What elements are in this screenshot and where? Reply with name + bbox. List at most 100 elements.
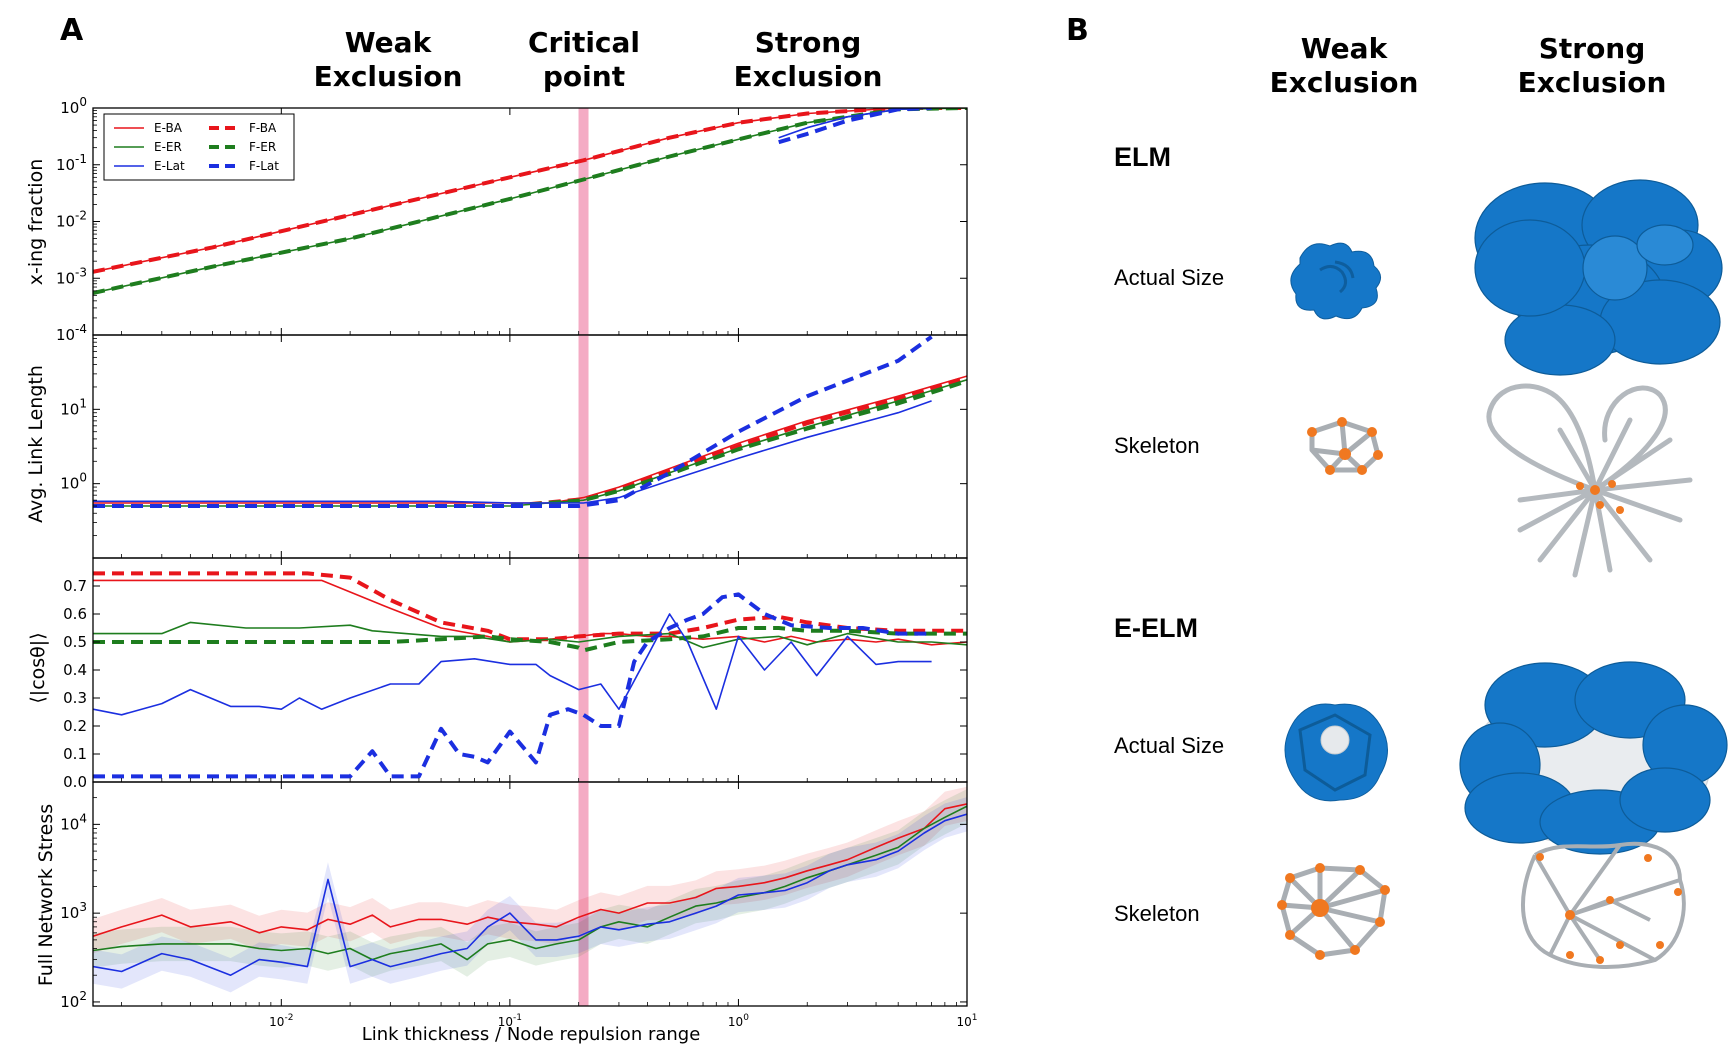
row-label-elm-actual: Actual Size: [1114, 265, 1224, 290]
band-E-Lat: [93, 797, 967, 993]
plot-frame: [92, 781, 968, 1007]
ytick-exp: 4: [79, 811, 87, 825]
regime-weak-line2: Exclusion: [314, 60, 463, 93]
elm-weak-actual-render: [1290, 242, 1381, 320]
ylabel-cos-theta: ⟨|cosθ|⟩: [27, 632, 49, 703]
row-label-elm-skeleton: Skeleton: [1114, 433, 1200, 458]
eelm-strong-skeleton-render: [1521, 841, 1686, 969]
xtick-exp: -2: [284, 1013, 293, 1023]
group-title-elm: ELM: [1114, 142, 1171, 172]
series-E-Lat: [93, 613, 932, 716]
critical-point-band: [578, 782, 589, 1006]
xtick-label: 10-2: [269, 1013, 293, 1029]
ytick-label: 103: [60, 900, 87, 922]
regime-strong-line2: Exclusion: [734, 60, 883, 93]
ytick-base: 10: [56, 213, 75, 231]
ytick-label: 10-4: [56, 322, 87, 344]
group-title-eelm: E-ELM: [1114, 613, 1198, 643]
ytick-base: 10: [60, 815, 79, 833]
row-label-eelm-actual: Actual Size: [1114, 733, 1224, 758]
regime-critical-line2: point: [543, 60, 625, 93]
xtick-base: 10: [956, 1015, 971, 1029]
ytick-base: 10: [60, 475, 79, 493]
series-F-BA: [93, 375, 967, 508]
series-E-BA: [93, 579, 967, 646]
ytick-label: 101: [60, 396, 87, 418]
series-F-Lat: [93, 592, 932, 779]
ylabel-xing-fraction: x-ing fraction: [25, 159, 47, 286]
ytick-label: 104: [60, 811, 87, 833]
ytick-label: 102: [60, 989, 87, 1011]
plot-frame: [92, 334, 968, 559]
series-E-Lat: [93, 400, 932, 504]
series-F-ER: [93, 379, 967, 508]
xtick-label: 100: [728, 1013, 749, 1029]
col-weak-line2: Exclusion: [1270, 66, 1419, 99]
ytick-base: 10: [56, 156, 75, 174]
eelm-weak-skeleton-render: [1277, 863, 1390, 960]
eelm-weak-actual-render: [1284, 703, 1388, 802]
xlabel: Link thickness / Node repulsion range: [362, 1024, 701, 1045]
ytick-label: 0.1: [63, 745, 87, 763]
critical-point-band: [578, 558, 589, 782]
col-strong-line2: Exclusion: [1518, 66, 1667, 99]
legend-label-F-BA: F-BA: [249, 121, 277, 135]
regime-strong-line1: Strong: [755, 26, 862, 59]
ytick-label: 10-3: [56, 265, 87, 287]
critical-point-band: [578, 108, 589, 335]
series-F-BA: [93, 108, 967, 274]
regime-weak-line1: Weak: [345, 26, 433, 59]
legend-label-E-BA: E-BA: [154, 121, 183, 135]
xtick-exp: -1: [513, 1013, 522, 1023]
legend-label-F-ER: F-ER: [249, 140, 276, 154]
series-E-ER: [93, 621, 967, 649]
ytick-base: 10: [56, 326, 75, 344]
ytick-label: 0.3: [63, 689, 87, 707]
ytick-exp: 0: [79, 471, 87, 485]
legend-label-E-Lat: E-Lat: [154, 159, 185, 173]
critical-point-band: [578, 335, 589, 558]
series-E-BA: [93, 375, 967, 504]
ytick-label: 100: [60, 471, 87, 493]
ytick-label: 10-1: [56, 152, 87, 174]
ytick-label: 0.2: [63, 717, 87, 735]
ytick-exp: 1: [79, 396, 87, 410]
legend-label-F-Lat: F-Lat: [249, 159, 279, 173]
ytick-exp: -3: [75, 265, 87, 279]
series-F-Lat: [778, 108, 932, 145]
ytick-exp: 2: [79, 989, 87, 1003]
ytick-base: 10: [56, 269, 75, 287]
series-E-BA: [93, 803, 967, 937]
xtick-base: 10: [498, 1015, 513, 1029]
ytick-label: 100: [60, 95, 87, 117]
ytick-base: 10: [60, 400, 79, 418]
xtick-exp: 1: [972, 1013, 978, 1023]
panel-b-letter: B: [1066, 13, 1089, 48]
series-E-ER: [93, 379, 967, 507]
regime-critical-line1: Critical: [528, 26, 640, 59]
xtick-base: 10: [269, 1015, 284, 1029]
ytick-label: 0.4: [63, 661, 87, 679]
ytick-label: 0.0: [63, 773, 87, 791]
elm-weak-skeleton-render: [1307, 417, 1383, 475]
col-strong-line1: Strong: [1539, 32, 1646, 65]
ytick-label: 10-2: [56, 209, 87, 231]
elm-strong-actual-render: [1474, 179, 1723, 376]
elm-strong-skeleton-render: [1486, 383, 1693, 578]
series-F-Lat: [93, 335, 933, 508]
ytick-exp: 3: [79, 900, 87, 914]
series-E-Lat: [93, 813, 967, 977]
plot-body: [93, 335, 967, 558]
ytick-label: 0.7: [63, 577, 87, 595]
xtick-exp: 0: [743, 1013, 749, 1023]
plot-body: [93, 558, 967, 782]
ytick-base: 10: [60, 993, 79, 1011]
ytick-label: 0.6: [63, 605, 87, 623]
ytick-exp: -1: [75, 152, 87, 166]
ylabel-avg-link-length: Avg. Link Length: [25, 365, 47, 523]
ylabel-network-stress: Full Network Stress: [35, 804, 57, 986]
legend: E-BA F-BA E-ER F-ER E-Lat F-Lat: [103, 113, 295, 181]
